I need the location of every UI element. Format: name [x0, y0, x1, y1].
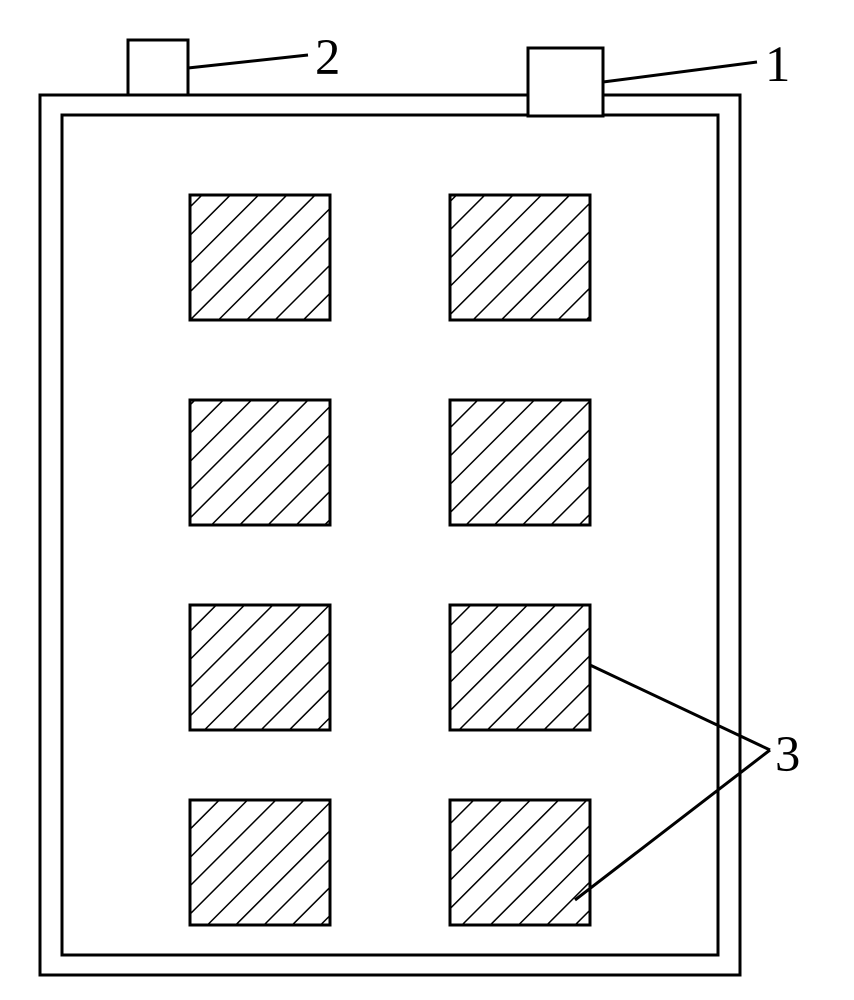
diagram-stage: 1 2 3 [0, 0, 854, 1000]
hatched-cell [190, 400, 330, 525]
terminal-block-right [528, 48, 603, 116]
hatched-cell [450, 195, 590, 320]
terminal-block-left [128, 40, 188, 95]
leader-line-right [603, 62, 757, 82]
hatched-cell [190, 800, 330, 925]
hatched-cell [450, 605, 590, 730]
callout-label-1: 1 [765, 35, 790, 93]
diagram-svg [0, 0, 854, 1000]
outer-casing-rect [40, 95, 740, 975]
callout-label-3: 3 [775, 725, 800, 783]
hatched-cell [190, 605, 330, 730]
leader-line-3 [590, 665, 770, 750]
hatched-cell [450, 800, 590, 925]
inner-casing-rect [62, 115, 718, 955]
leader-line-left [188, 55, 308, 68]
hatched-cell [190, 195, 330, 320]
hatched-cell [450, 400, 590, 525]
callout-label-2: 2 [315, 28, 340, 86]
